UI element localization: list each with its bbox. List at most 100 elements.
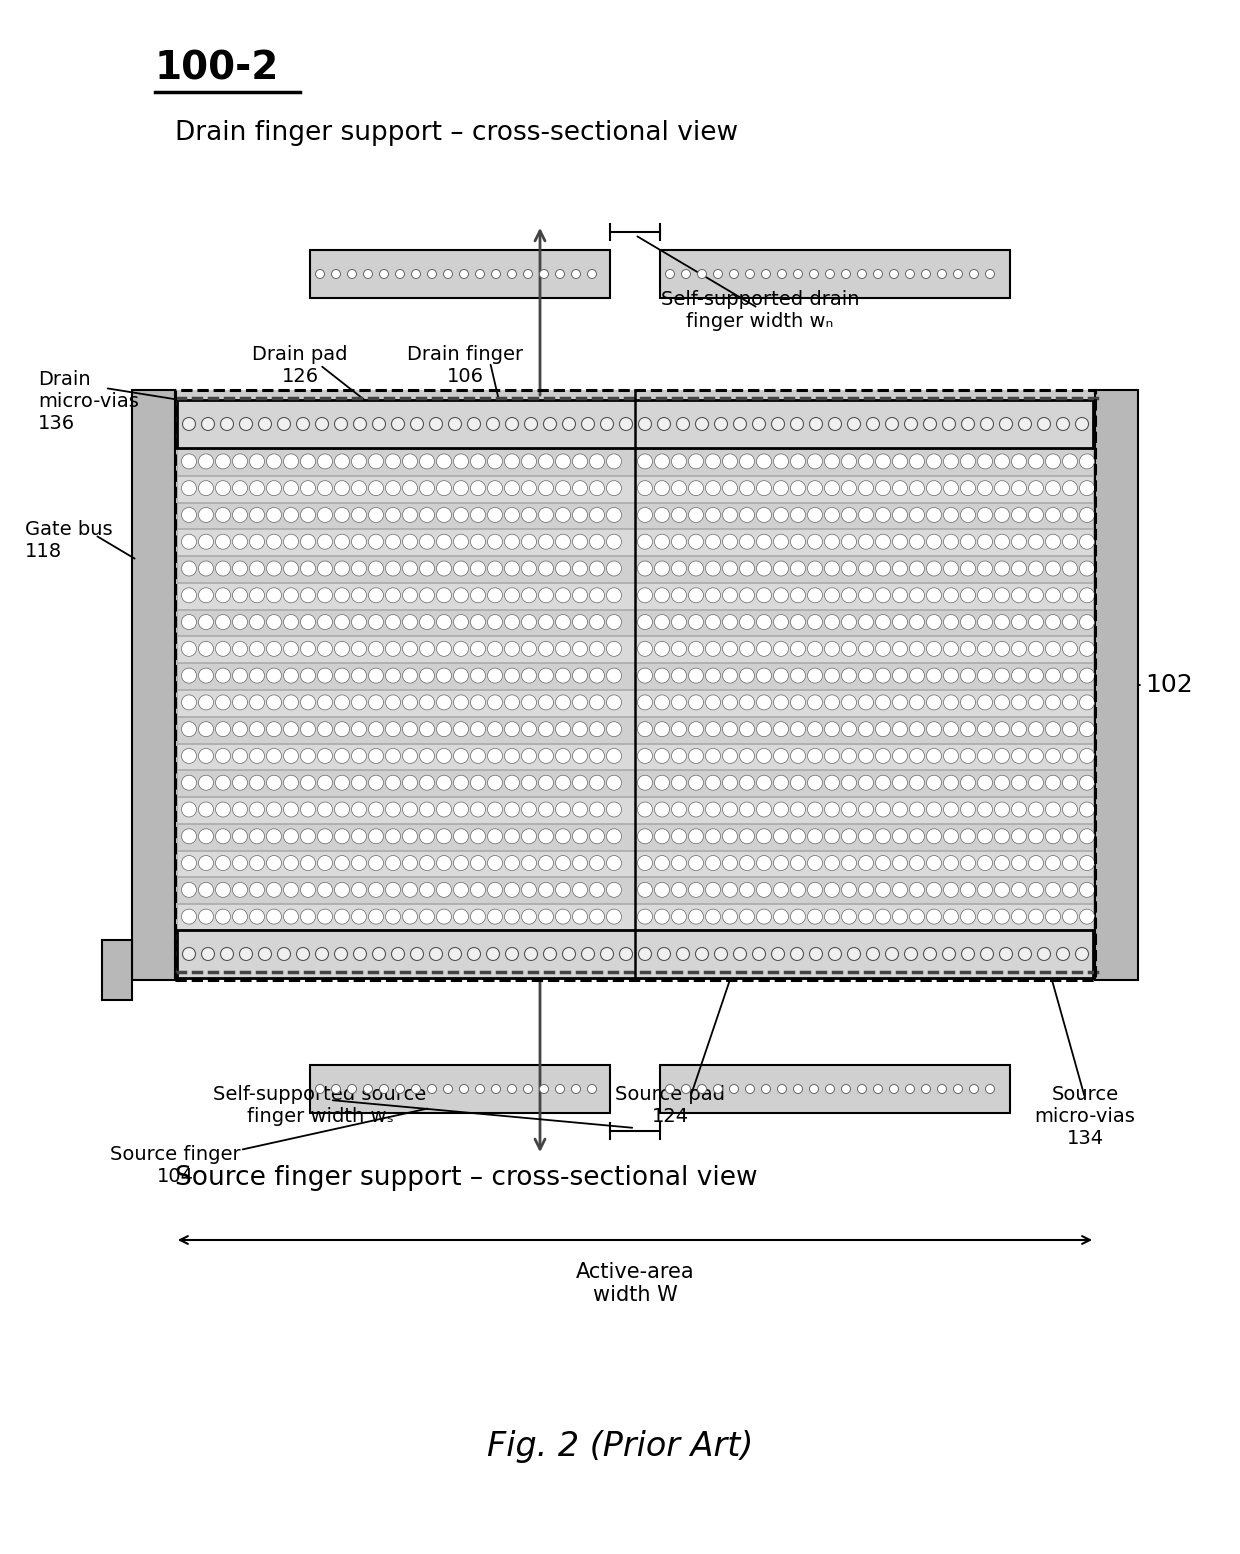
- Circle shape: [368, 749, 383, 763]
- Circle shape: [1038, 948, 1050, 960]
- Circle shape: [858, 561, 873, 577]
- Circle shape: [335, 775, 350, 791]
- Circle shape: [1075, 948, 1089, 960]
- Circle shape: [756, 721, 771, 737]
- Circle shape: [1063, 508, 1078, 522]
- Circle shape: [606, 828, 621, 844]
- Circle shape: [487, 668, 502, 684]
- Circle shape: [403, 668, 418, 684]
- Circle shape: [300, 909, 315, 925]
- Circle shape: [723, 909, 738, 925]
- Circle shape: [249, 749, 264, 763]
- Circle shape: [825, 802, 839, 817]
- Circle shape: [723, 749, 738, 763]
- Circle shape: [875, 587, 890, 603]
- Circle shape: [419, 535, 434, 549]
- Circle shape: [1080, 802, 1095, 817]
- Circle shape: [505, 480, 520, 496]
- Circle shape: [655, 587, 670, 603]
- Circle shape: [672, 802, 687, 817]
- Circle shape: [756, 695, 771, 710]
- Circle shape: [825, 909, 839, 925]
- Circle shape: [296, 948, 310, 960]
- Circle shape: [825, 668, 839, 684]
- Circle shape: [905, 1085, 915, 1094]
- Circle shape: [977, 668, 992, 684]
- Circle shape: [774, 828, 789, 844]
- Circle shape: [942, 418, 956, 430]
- Circle shape: [937, 1085, 946, 1094]
- Circle shape: [926, 749, 941, 763]
- Circle shape: [606, 749, 621, 763]
- Circle shape: [1080, 561, 1095, 577]
- Circle shape: [589, 587, 604, 603]
- Circle shape: [885, 948, 899, 960]
- Circle shape: [556, 480, 570, 496]
- Circle shape: [182, 948, 196, 960]
- Circle shape: [926, 775, 941, 791]
- Circle shape: [723, 454, 738, 469]
- Circle shape: [637, 535, 652, 549]
- Circle shape: [347, 1085, 357, 1094]
- Circle shape: [249, 587, 264, 603]
- Circle shape: [688, 614, 703, 629]
- Circle shape: [807, 802, 822, 817]
- Circle shape: [216, 508, 231, 522]
- Circle shape: [181, 695, 196, 710]
- Circle shape: [858, 480, 873, 496]
- Circle shape: [944, 642, 959, 656]
- Circle shape: [317, 508, 332, 522]
- Circle shape: [926, 508, 941, 522]
- Circle shape: [505, 454, 520, 469]
- Circle shape: [454, 614, 469, 629]
- Circle shape: [267, 775, 281, 791]
- Circle shape: [216, 909, 231, 925]
- Circle shape: [909, 775, 925, 791]
- Circle shape: [807, 668, 822, 684]
- Bar: [177, 609, 1092, 636]
- Circle shape: [893, 454, 908, 469]
- Circle shape: [739, 828, 754, 844]
- Circle shape: [556, 269, 564, 278]
- Circle shape: [543, 948, 557, 960]
- Circle shape: [436, 642, 451, 656]
- Circle shape: [994, 508, 1009, 522]
- Bar: [177, 476, 1092, 502]
- Circle shape: [791, 948, 804, 960]
- Circle shape: [944, 909, 959, 925]
- Circle shape: [331, 1085, 341, 1094]
- Bar: [177, 583, 1092, 609]
- Circle shape: [181, 587, 196, 603]
- Circle shape: [249, 668, 264, 684]
- Circle shape: [756, 480, 771, 496]
- Circle shape: [774, 480, 789, 496]
- Circle shape: [926, 909, 941, 925]
- Circle shape: [828, 948, 842, 960]
- Circle shape: [487, 535, 502, 549]
- Circle shape: [589, 721, 604, 737]
- Circle shape: [994, 480, 1009, 496]
- Circle shape: [335, 587, 350, 603]
- Circle shape: [396, 269, 404, 278]
- Circle shape: [977, 856, 992, 870]
- Circle shape: [351, 828, 367, 844]
- Circle shape: [807, 587, 822, 603]
- Circle shape: [284, 695, 299, 710]
- Circle shape: [351, 508, 367, 522]
- Circle shape: [961, 695, 976, 710]
- Circle shape: [672, 480, 687, 496]
- Circle shape: [807, 883, 822, 897]
- Circle shape: [454, 828, 469, 844]
- Circle shape: [522, 561, 537, 577]
- Circle shape: [351, 614, 367, 629]
- Circle shape: [386, 721, 401, 737]
- Circle shape: [522, 802, 537, 817]
- Circle shape: [1012, 721, 1027, 737]
- Circle shape: [1045, 668, 1060, 684]
- Circle shape: [723, 775, 738, 791]
- Circle shape: [909, 587, 925, 603]
- Circle shape: [756, 749, 771, 763]
- Circle shape: [300, 561, 315, 577]
- Circle shape: [1063, 695, 1078, 710]
- Circle shape: [994, 721, 1009, 737]
